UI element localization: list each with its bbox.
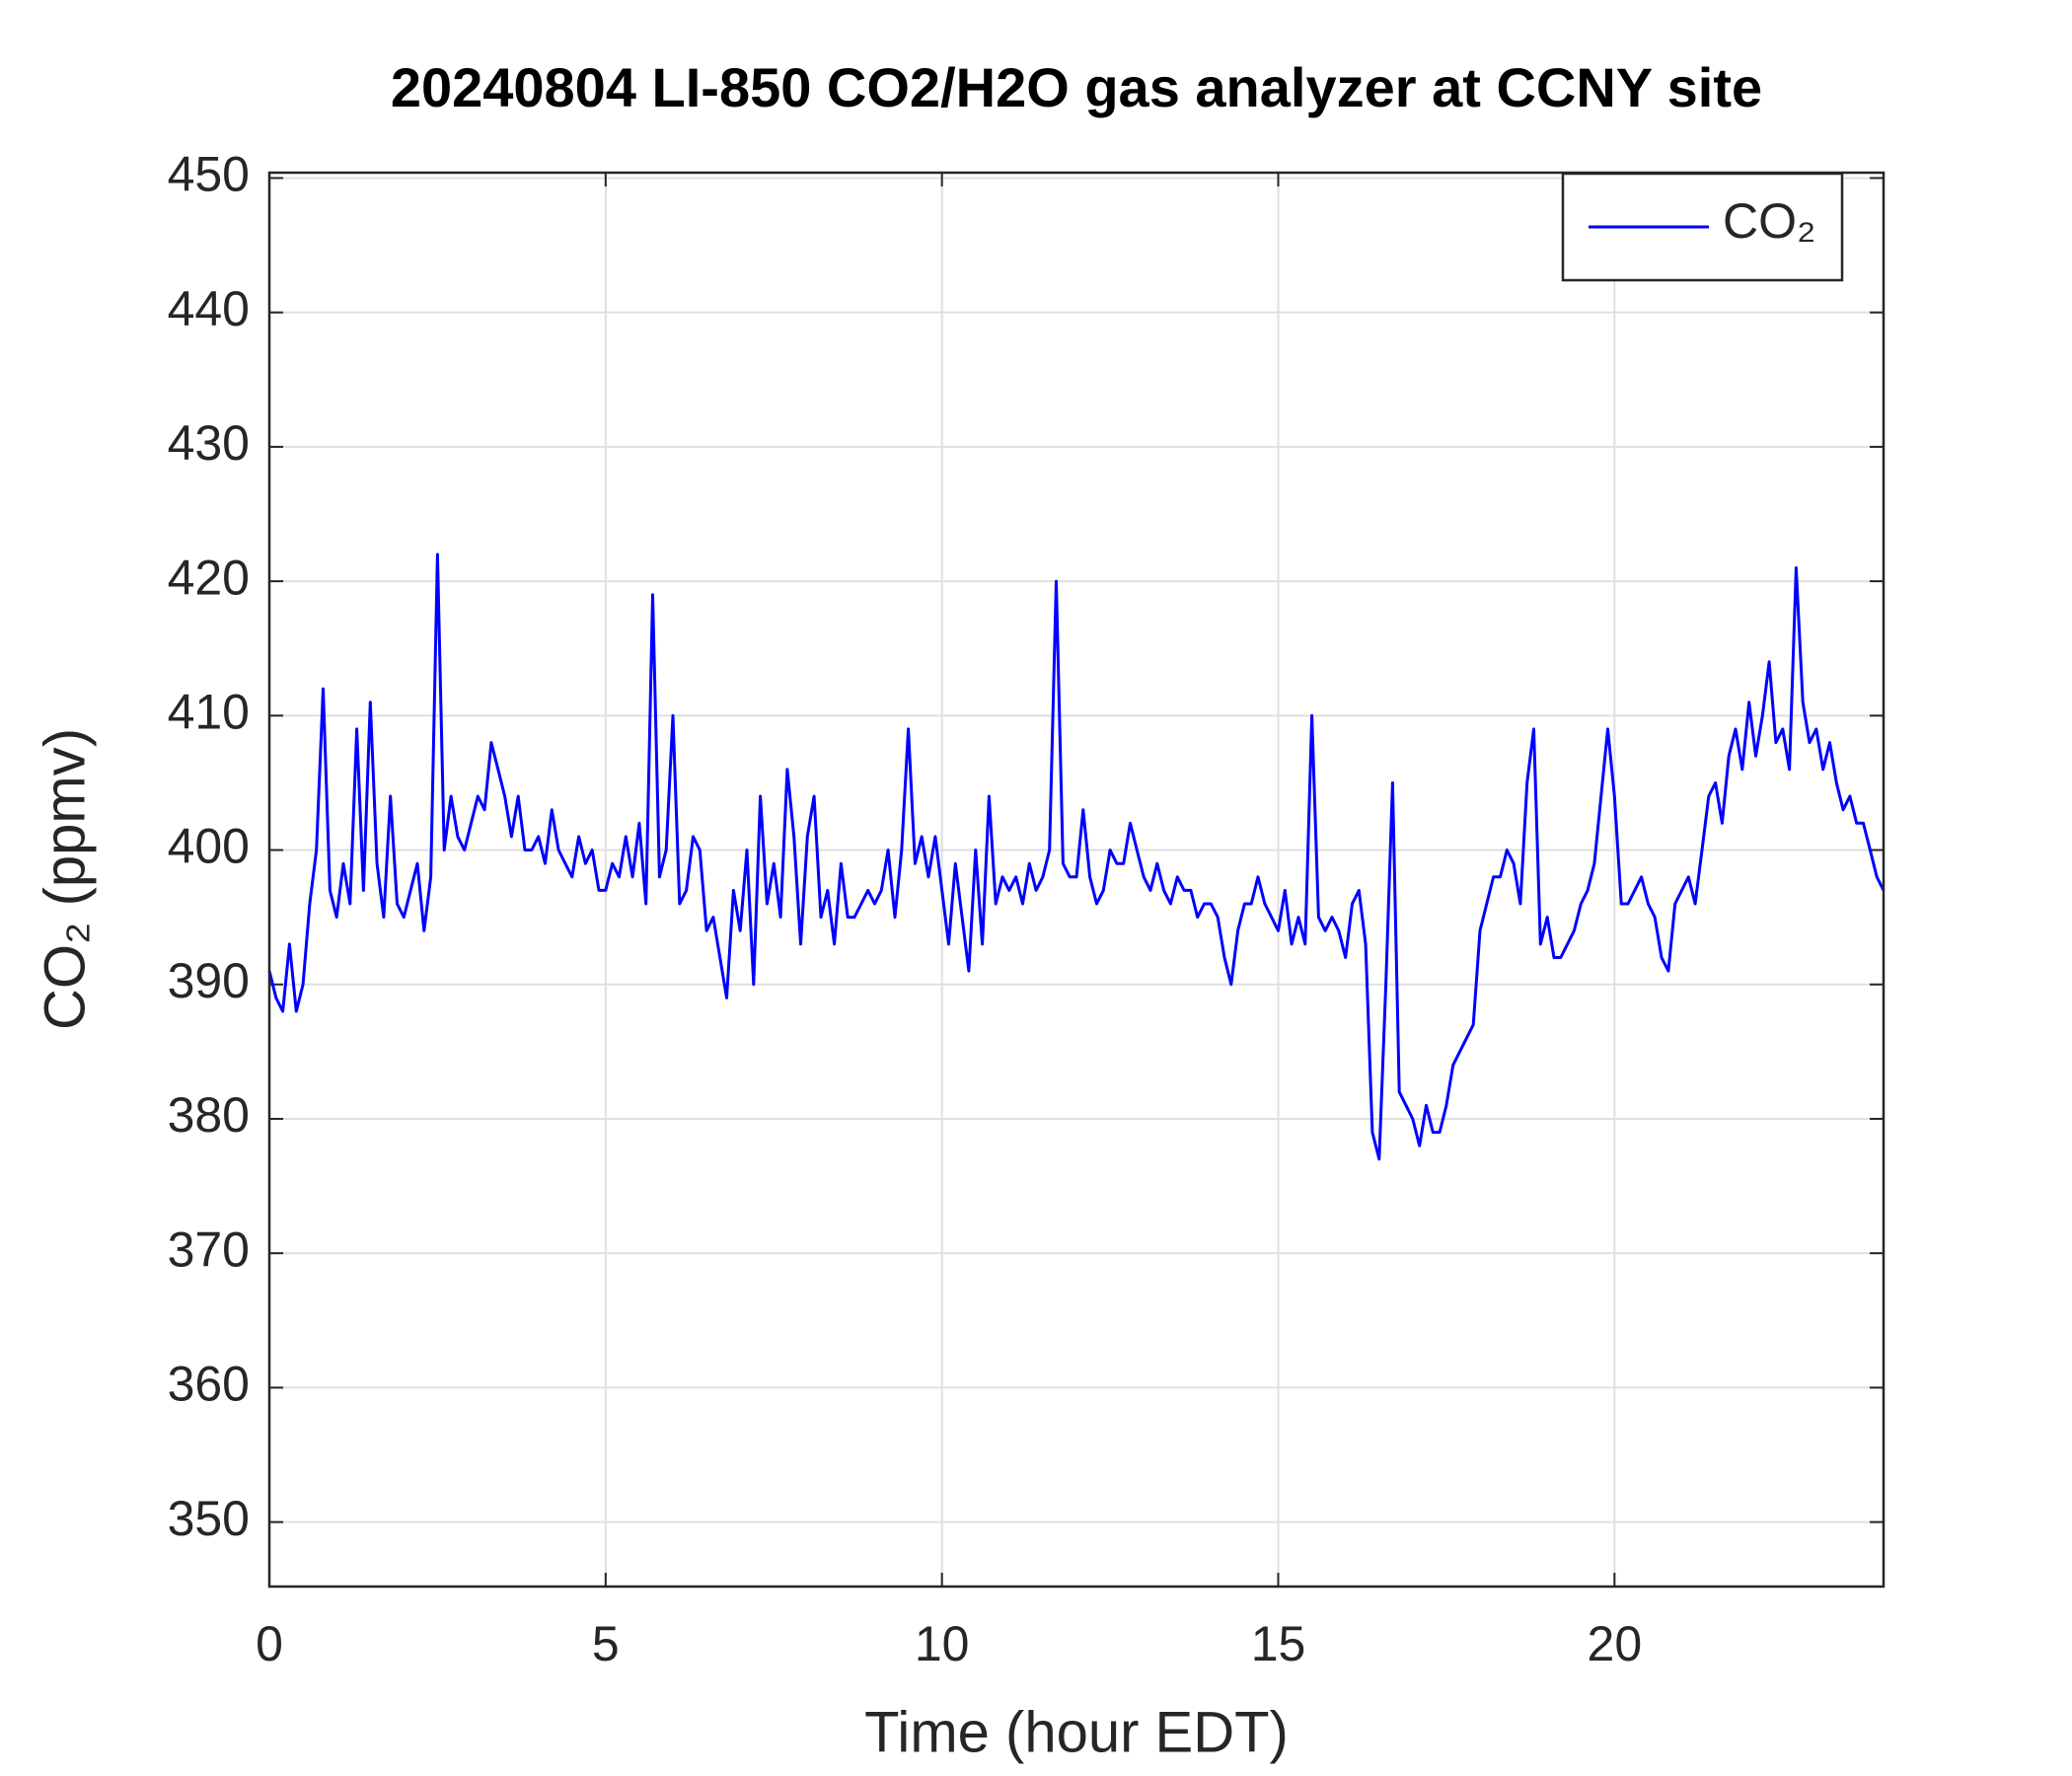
data-line xyxy=(267,553,1886,1161)
y-tick-label: 390 xyxy=(168,953,250,1008)
y-tick-label: 350 xyxy=(168,1491,250,1546)
x-axis-label: Time (hour EDT) xyxy=(864,1700,1289,1764)
y-tick-label: 400 xyxy=(168,819,250,874)
y-tick-label: 430 xyxy=(168,415,250,471)
y-tick-label: 380 xyxy=(168,1087,250,1143)
legend-label: CO₂ xyxy=(1723,193,1815,249)
x-tick-label: 15 xyxy=(1251,1616,1306,1671)
y-tick-label: 360 xyxy=(168,1357,250,1412)
y-axis-label: CO₂ (ppmv) xyxy=(33,728,97,1030)
y-tick-label: 370 xyxy=(168,1221,250,1277)
y-tick-label: 440 xyxy=(168,281,250,336)
x-tick-label: 0 xyxy=(256,1616,283,1671)
x-tick-label: 5 xyxy=(592,1616,620,1671)
plot-frame xyxy=(267,171,1886,1589)
y-tick-label: 420 xyxy=(168,550,250,605)
x-tick-label: 20 xyxy=(1588,1616,1643,1671)
y-tick-label: 410 xyxy=(168,685,250,740)
chart-title: 20240804 LI-850 CO2/H2O gas analyzer at … xyxy=(391,56,1762,118)
x-tick-label: 10 xyxy=(915,1616,970,1671)
y-tick-label: 450 xyxy=(168,147,250,202)
